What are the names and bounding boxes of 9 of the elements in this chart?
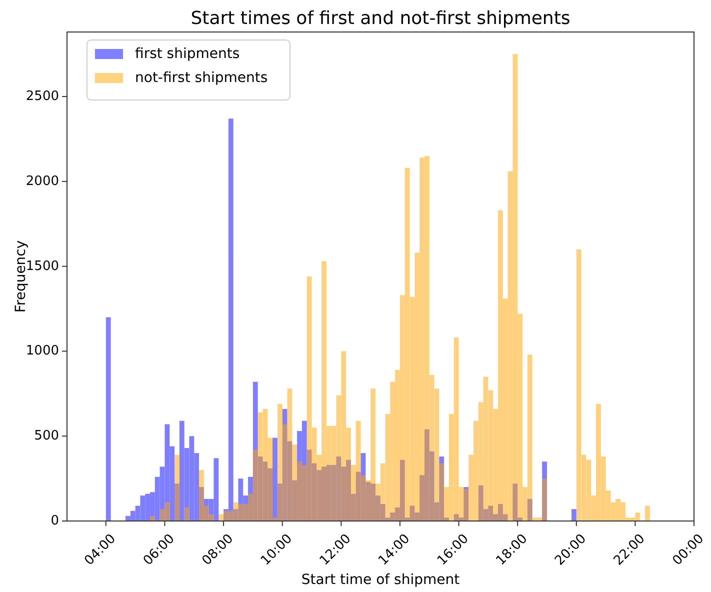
y-tick-label: 0: [50, 514, 59, 528]
y-tick-label: 1000: [26, 344, 59, 359]
legend-label: first shipments: [135, 46, 240, 62]
legend-label: not-first shipments: [135, 70, 268, 86]
x-axis-title: Start time of shipment: [301, 572, 460, 588]
y-tick-label: 2000: [26, 174, 59, 189]
y-tick-label: 2500: [26, 89, 59, 104]
chart-title: Start times of first and not-first shipments: [190, 8, 570, 29]
y-tick-label: 500: [34, 428, 59, 444]
